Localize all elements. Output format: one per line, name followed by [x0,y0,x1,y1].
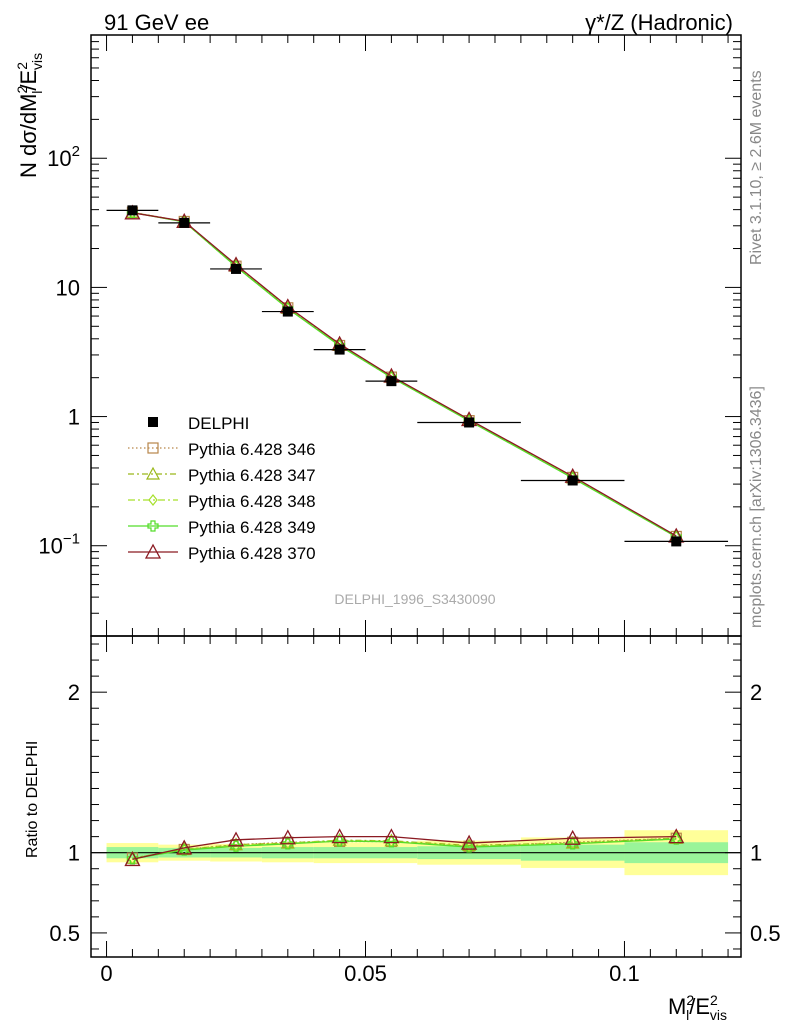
header-process-label: γ*/Z (Hadronic) [585,10,733,35]
data-point [386,376,397,387]
legend-marker [147,520,159,532]
series-line [132,835,677,861]
series-point [460,834,478,850]
series-point [227,831,245,847]
legend-label: Pythia 6.428 348 [188,492,316,511]
ratio-y-tick-label: 0.5 [49,921,80,946]
main-panel: 10−1 1 10 102 [38,34,742,637]
legend-item: DELPHI [148,414,249,433]
data-point [282,306,293,317]
series-point [383,828,400,844]
series-line [132,211,677,538]
legend-marker [148,494,158,506]
data-point [231,263,242,274]
y-tick-label: 102 [47,143,80,171]
main-ylabel: N dσ/dM2l/E2vis [14,53,45,178]
legend-item: Pythia 6.428 348 [128,492,316,511]
data-point [127,205,138,216]
data-point [671,536,682,547]
x-tick-label: 0.05 [344,961,387,986]
series-line [132,838,677,860]
legend-label: DELPHI [188,414,249,433]
y-tick-label: 1 [68,405,80,430]
legend-item: Pythia 6.428 370 [128,543,316,563]
legend: DELPHI Pythia 6.428 346 Pythia 6.428 347 Py… [128,414,316,563]
legend-item: Pythia 6.428 349 [128,518,316,537]
series-point [176,839,193,855]
y-tick-label: 10−1 [38,531,80,559]
series-p370 [124,828,685,867]
data-point [567,475,578,486]
header-energy-label: 91 GeV ee [104,10,209,35]
ratio-y-tick-label-right: 0.5 [750,921,781,946]
legend-label: Pythia 6.428 346 [188,440,316,459]
legend-label: Pythia 6.428 347 [188,466,316,485]
ratio-y-tick-label: 1 [68,841,80,866]
rivet-version-label: Rivet 3.1.10, ≥ 2.6M events [748,70,765,265]
svg-text:M2l/E2vis: M2 l/E2 vis [668,992,727,1023]
legend-marker [147,442,159,454]
ratio-y-tick-label-right: 1 [750,841,762,866]
ratio-panel: 0 0.05 0.1 0.5 0.5 1 1 2 2 [49,635,781,986]
x-tick-label: 0.1 [609,961,640,986]
legend-item: Pythia 6.428 346 [128,440,316,459]
legend-marker [145,466,161,480]
ratio-y-tick-label-right: 2 [750,680,762,705]
series-point [124,851,141,867]
ratio-frame [90,635,742,958]
data-point [464,417,475,428]
series-point [279,829,296,845]
series-line [132,211,677,538]
xlabel: M2 l/E2 vis [668,992,727,1023]
x-tick-label: 0 [100,961,112,986]
legend-marker [148,417,158,427]
legend-label: Pythia 6.428 349 [188,518,316,537]
series-point [331,828,348,844]
series-point [668,828,685,844]
ratio-y-tick-label: 2 [68,680,80,705]
data-point [179,217,190,228]
series-line [132,212,677,537]
data-point [334,344,345,355]
analysis-id-label: DELPHI_1996_S3430090 [334,591,495,607]
legend-marker [144,543,162,559]
ratio-ylabel: Ratio to DELPHI [24,741,41,858]
svg-text:N dσ/dM2l/E2vis: N dσ/dM2l/E2vis [14,53,45,178]
y-tick-label: 10 [56,275,80,300]
legend-item: Pythia 6.428 347 [128,466,316,485]
series-point [564,829,581,845]
series-point [282,838,294,850]
series-point [230,840,242,852]
mcplots-label: mcplots.cern.ch [arXiv:1306.3436] [748,386,765,628]
legend-label: Pythia 6.428 370 [188,544,316,563]
series-data [106,205,729,547]
